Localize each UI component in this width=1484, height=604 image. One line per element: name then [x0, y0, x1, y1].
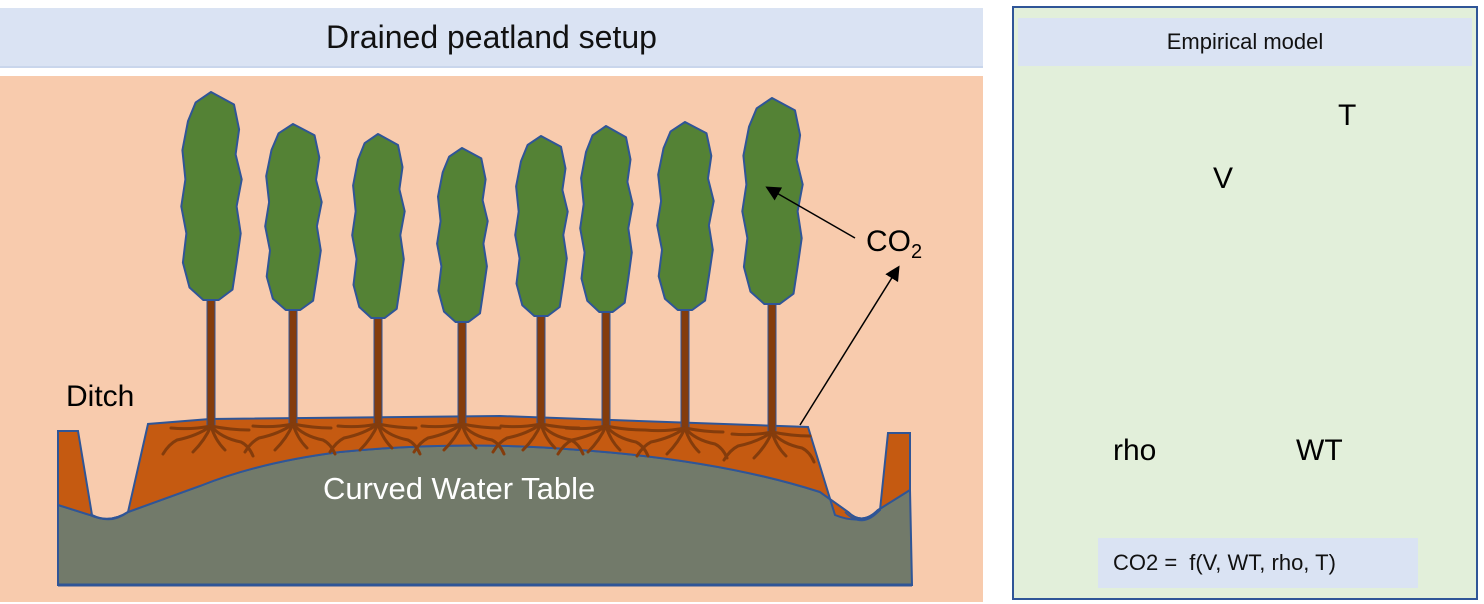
tree-root: [665, 426, 687, 456]
tree-trunk: [457, 315, 467, 427]
tree-root: [770, 430, 812, 438]
tree-crown: [514, 135, 569, 317]
co2-label: CO2: [866, 225, 923, 263]
tree-trunk: [373, 311, 383, 427]
left-panel-title-text: Drained peatland setup: [326, 18, 657, 55]
tree-root: [460, 422, 478, 450]
tree-crown: [436, 147, 489, 323]
rho-label: rho: [1113, 434, 1157, 467]
tree-root: [412, 422, 464, 454]
tree-root: [376, 422, 394, 450]
tree-trunk: [206, 293, 216, 429]
tree-trunk: [536, 309, 546, 427]
tree-root: [291, 422, 309, 450]
tree-root: [420, 422, 464, 429]
tree-root: [243, 422, 295, 454]
tree-root: [460, 422, 506, 456]
tree-root: [209, 424, 227, 452]
ditch-water-right: [844, 509, 881, 522]
tree-root: [336, 422, 380, 429]
tree-root: [491, 422, 543, 454]
tree-root: [273, 422, 295, 452]
tree-root: [643, 426, 687, 433]
tree-trunk: [601, 305, 611, 429]
tree-root: [683, 426, 729, 460]
tree-root: [251, 422, 295, 429]
tree-root: [376, 422, 418, 430]
peat-layer: [57, 414, 911, 521]
tree-trunk: [288, 303, 298, 427]
tree-root: [564, 424, 608, 431]
tree-root: [442, 422, 464, 452]
tree-crown: [579, 125, 634, 313]
wt-label: WT: [1296, 434, 1343, 467]
tree-root: [191, 424, 213, 454]
tree-crown: [656, 121, 715, 311]
empirical-model-title: Empirical model: [1018, 18, 1472, 66]
tree-root: [499, 422, 543, 429]
tree-root: [556, 424, 608, 456]
formula-box: CO2 = f(V, WT, rho, T): [1098, 538, 1418, 588]
left-panel-title: Drained peatland setup: [0, 8, 983, 68]
co2-arrow-soil: [799, 265, 900, 426]
ditch-label: Ditch: [66, 380, 135, 413]
empirical-model-title-text: Empirical model: [1166, 29, 1324, 54]
tree-root: [209, 424, 255, 458]
tree-root: [521, 422, 543, 452]
tree-crown: [180, 91, 243, 301]
co2-label-subscript: 2: [911, 241, 923, 263]
tree-root: [722, 430, 774, 462]
ditch-water-left: [89, 511, 129, 521]
tree-root: [770, 430, 788, 458]
tree-root: [770, 430, 816, 464]
tree-root: [539, 422, 557, 450]
tree-root: [291, 422, 333, 430]
tree-crown: [351, 133, 406, 319]
t-label: T: [1338, 99, 1357, 132]
tree-root: [169, 424, 213, 431]
empirical-model-panel: Empirical model: [1012, 6, 1478, 600]
tree: [161, 91, 255, 458]
tree: [328, 133, 422, 456]
tree-crown: [741, 97, 804, 305]
tree-root: [604, 424, 646, 432]
tree-root: [586, 424, 608, 454]
tree: [556, 125, 650, 458]
tree-root: [358, 422, 380, 452]
tree-root: [460, 422, 502, 430]
tree: [722, 97, 816, 464]
tree-root: [328, 422, 380, 454]
tree: [412, 147, 506, 456]
tree-root: [161, 424, 213, 456]
tree-root: [635, 426, 687, 458]
tree-crown: [264, 123, 323, 311]
v-label: V: [1213, 162, 1234, 195]
tree-root: [209, 424, 251, 432]
co2-arrow-tree: [765, 186, 856, 239]
tree-root: [683, 426, 725, 434]
tree: [635, 121, 729, 460]
formula-lhs: CO2 =: [1113, 550, 1178, 575]
formula-rhs: f(V, WT, rho, T): [1189, 550, 1336, 575]
tree-root: [730, 430, 774, 437]
left-trees: [161, 91, 816, 464]
tree-root: [604, 424, 622, 452]
tree-root: [604, 424, 650, 458]
tree-trunk: [680, 303, 690, 431]
water-table-label: Curved Water Table: [323, 471, 596, 506]
co2-label-text: CO: [866, 225, 911, 258]
tree: [243, 123, 337, 456]
tree-root: [683, 426, 701, 454]
tree-trunk: [767, 297, 777, 435]
tree-root: [752, 430, 774, 460]
tree: [491, 135, 585, 456]
